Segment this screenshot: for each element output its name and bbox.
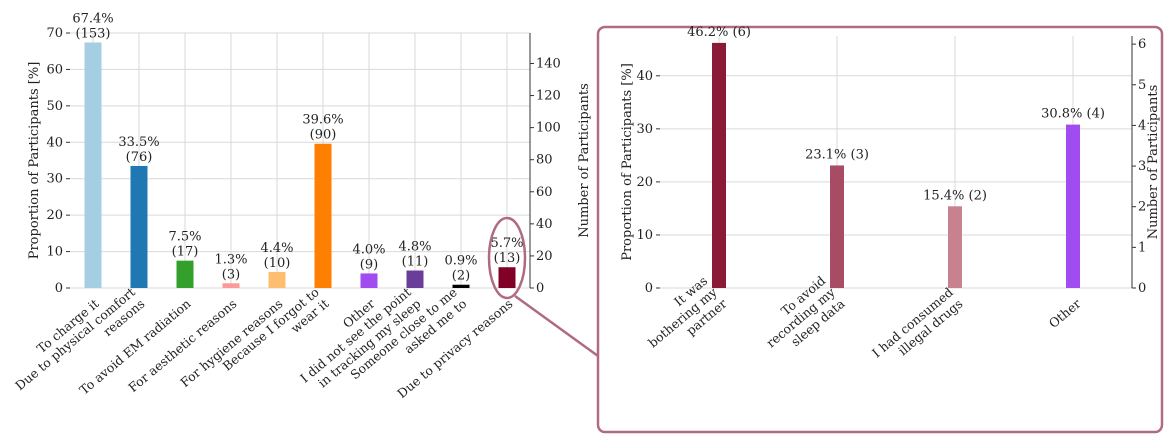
y-right-tick-label: 40: [536, 217, 553, 232]
bar-count-label: (153): [76, 26, 111, 41]
x-tick-label-group: Other: [1046, 296, 1084, 331]
y-tick-label: 20: [636, 175, 653, 190]
bar-value-label: 67.4%: [72, 11, 113, 26]
bar: [314, 143, 332, 288]
bar-value-label: 30.8% (4): [1041, 107, 1105, 122]
y-tick-label: 10: [636, 228, 653, 243]
bar-count-label: (11): [402, 255, 429, 270]
bar: [712, 42, 726, 288]
bar-count-label: (13): [494, 251, 521, 266]
bar-value-label: 15.4% (2): [923, 188, 987, 203]
y-right-tick-label: 0: [536, 281, 544, 296]
callout-box: [596, 25, 1164, 434]
bar-value-label: 0.9%: [444, 254, 477, 269]
y-tick-label: 50: [46, 99, 63, 114]
x-tick-label: Due to physical comfort: [12, 284, 138, 393]
y-tick-label: 30: [636, 122, 653, 137]
bar: [948, 206, 962, 288]
bar-value-label: 4.8%: [398, 240, 431, 255]
y-right-axis-title: Number of Participants: [1146, 85, 1161, 240]
y-tick-label: 20: [46, 208, 63, 223]
bar-value-label: 33.5%: [118, 135, 159, 150]
bar: [222, 283, 240, 288]
y-right-tick-label: 4: [1138, 118, 1146, 133]
y-tick-label: 10: [46, 245, 63, 260]
bar-count-label: (90): [310, 128, 337, 143]
bar-count-label: (2): [452, 269, 470, 284]
bar: [130, 165, 148, 288]
y-tick-label: 30: [46, 172, 63, 187]
y-tick-label: 40: [636, 69, 653, 84]
y-right-tick-label: 1: [1138, 240, 1146, 255]
y-right-tick-label: 80: [536, 153, 553, 168]
y-right-tick-label: 5: [1138, 78, 1146, 93]
y-right-tick-label: 140: [536, 56, 561, 71]
y-right-tick-label: 3: [1138, 159, 1146, 174]
bar-count-label: (17): [172, 245, 199, 260]
y-right-tick-label: 0: [1138, 281, 1146, 296]
y-right-tick-label: 60: [536, 185, 553, 200]
bar-value-label: 7.5%: [168, 230, 201, 245]
y-axis-title: Proportion of Participants [%]: [620, 63, 635, 261]
y-right-tick-label: 6: [1138, 37, 1146, 52]
y-tick-label: 40: [46, 135, 63, 150]
bar-value-label: 4.4%: [260, 241, 293, 256]
bar-value-label: 46.2% (6): [687, 25, 751, 40]
bar: [452, 284, 470, 288]
y-axis-title: Proportion of Participants [%]: [27, 62, 42, 260]
bar-count-label: (10): [264, 256, 291, 271]
y-tick-label: 0: [645, 281, 653, 296]
bar: [176, 260, 194, 288]
y-right-tick-label: 120: [536, 89, 561, 104]
bar: [830, 165, 844, 288]
y-right-tick-label: 100: [536, 121, 561, 136]
y-right-tick-label: 2: [1138, 200, 1146, 215]
y-right-axis-title: Number of Participants: [577, 83, 592, 238]
y-tick-label: 70: [46, 26, 63, 41]
bar: [268, 271, 286, 288]
bar: [498, 267, 516, 288]
bar-value-label: 4.0%: [352, 242, 385, 257]
highlight-ellipse: [487, 216, 527, 300]
y-tick-label: 0: [55, 281, 63, 296]
bar: [1066, 124, 1080, 288]
y-right-tick-label: 20: [536, 249, 553, 264]
bar-value-label: 5.7%: [490, 236, 523, 251]
bar-count-label: (3): [222, 267, 240, 282]
bar-count-label: (76): [126, 150, 153, 165]
bar-count-label: (9): [360, 257, 378, 272]
callout-connector: [514, 294, 599, 358]
bar-value-label: 1.3%: [214, 252, 247, 267]
bar: [84, 42, 102, 288]
bar-value-label: 39.6%: [302, 113, 343, 128]
bar: [406, 270, 424, 288]
bar-value-label: 23.1% (3): [805, 147, 869, 162]
x-tick-label: Other: [1046, 296, 1084, 331]
y-tick-label: 60: [46, 62, 63, 77]
bar: [360, 273, 378, 288]
